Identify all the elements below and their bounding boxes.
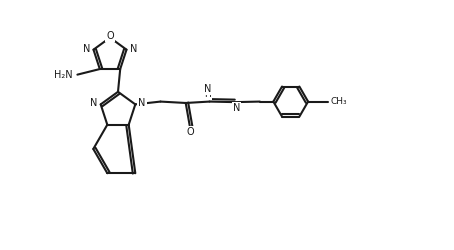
Text: N: N [90,98,98,108]
Text: N: N [204,84,211,94]
Text: H: H [204,90,211,99]
Text: H₂N: H₂N [54,70,72,80]
Text: O: O [106,31,114,41]
Text: N: N [83,44,90,54]
Text: N: N [129,44,137,54]
Text: O: O [186,127,194,137]
Text: CH₃: CH₃ [331,97,347,106]
Text: N: N [233,103,241,113]
Text: N: N [138,98,146,108]
